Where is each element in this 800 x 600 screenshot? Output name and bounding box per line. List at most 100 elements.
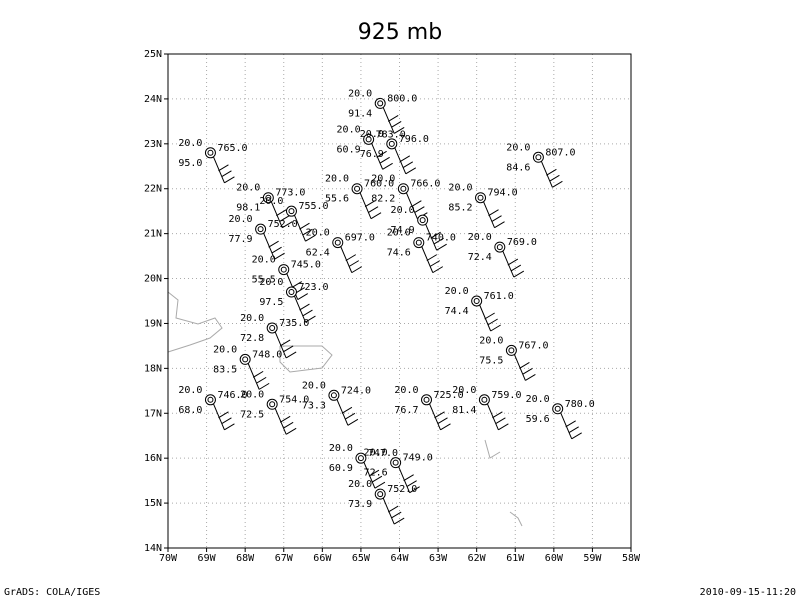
station-marker-inner (207, 396, 214, 403)
station-marker-inner (535, 154, 542, 161)
humidity: 83.5 (213, 364, 237, 375)
temperature: 20.0 (329, 443, 353, 454)
station-marker (417, 214, 429, 226)
height: 745.0 (291, 260, 321, 271)
station-marker (204, 394, 216, 406)
station-marker (532, 151, 544, 163)
station-marker (421, 394, 433, 406)
height: 796.0 (399, 134, 429, 145)
temperature: 20.0 (387, 228, 411, 239)
x-tick-label: 66W (313, 553, 332, 564)
y-tick-label: 18N (144, 363, 162, 374)
temperature: 20.0 (325, 174, 349, 185)
humidity: 95.0 (178, 158, 202, 169)
coast (509, 511, 523, 527)
y-tick-label: 21N (144, 229, 162, 240)
wind-barb (394, 147, 417, 175)
height: 748.0 (252, 349, 282, 360)
humidity: 72.4 (468, 252, 492, 263)
station-marker (552, 403, 564, 415)
height: 725.0 (434, 390, 464, 401)
station-marker-inner (473, 298, 480, 304)
temperature: 20.0 (337, 124, 361, 135)
x-tick-label: 65W (352, 553, 371, 564)
height: 754.0 (279, 394, 309, 405)
x-tick-label: 70W (159, 553, 178, 564)
station-marker (262, 192, 274, 204)
station-marker-inner (288, 208, 295, 215)
y-tick-label: 19N (144, 318, 162, 329)
station-marker (351, 183, 363, 195)
x-tick-label: 62W (468, 553, 487, 564)
station-marker-inner (334, 239, 341, 246)
station-marker-inner (280, 266, 287, 273)
station-marker (239, 353, 251, 365)
wind-barb (429, 403, 451, 431)
temperature: 20.0 (240, 389, 264, 400)
station-marker-inner (354, 185, 361, 192)
x-tick-label: 61W (506, 553, 525, 564)
station-marker (363, 133, 375, 145)
height: 724.0 (341, 385, 371, 396)
station-marker-inner (377, 491, 384, 498)
station-marker (478, 394, 490, 406)
humidity: 55.6 (325, 194, 349, 205)
humidity: 74.4 (445, 306, 469, 317)
y-tick-label: 25N (144, 49, 162, 60)
temperature: 20.0 (302, 380, 326, 391)
temperature: 20.0 (229, 214, 253, 225)
x-tick-label: 67W (275, 553, 294, 564)
height: 746.0 (217, 390, 247, 401)
station-marker-inner (265, 194, 272, 201)
x-tick-label: 68W (236, 553, 255, 564)
wind-barb (483, 201, 505, 229)
station-marker-inner (481, 396, 488, 403)
temperature: 20.0 (306, 228, 330, 239)
station-marker-inner (330, 392, 337, 399)
station-marker-inner (365, 136, 372, 143)
y-tick-label: 16N (144, 453, 162, 464)
station-marker-inner (269, 324, 276, 331)
y-tick-label: 17N (144, 408, 162, 419)
wind-barb (560, 412, 582, 440)
wind-barb (263, 232, 285, 260)
station-marker-inner (508, 347, 515, 354)
title: 925 mb (358, 20, 442, 45)
wind-barb (340, 246, 363, 274)
temperature: 20.0 (240, 313, 264, 324)
wind-barb (382, 107, 405, 134)
y-tick-label: 22N (144, 184, 162, 195)
height: 755.0 (298, 201, 328, 212)
station-marker-inner (477, 194, 484, 201)
humidity: 62.4 (306, 248, 330, 259)
y-tick-label: 14N (144, 543, 162, 554)
wind-barb (382, 497, 405, 525)
humidity: 98.1 (236, 203, 260, 214)
grid: 70W 69W 68W 67W 66W 65W 64W 63W 62W 61W 60W 59W 58W 1… (144, 49, 641, 564)
height: 769.0 (507, 237, 537, 248)
coast (167, 291, 223, 353)
station-marker-inner (415, 239, 422, 246)
height: 765.0 (217, 143, 247, 154)
y-tick-label: 15N (144, 498, 162, 509)
station-marker-inner (242, 356, 249, 363)
y-tick-label: 24N (144, 94, 162, 105)
footer-left: GrADS: COLA/IGES (4, 587, 100, 598)
wind-barb (371, 143, 393, 170)
height: 752.0 (268, 219, 298, 230)
station-marker-inner (419, 217, 426, 224)
height: 697.0 (345, 233, 375, 244)
humidity: 60.9 (329, 463, 353, 474)
y-tick-label: 23N (144, 139, 162, 150)
wind-barb (247, 363, 270, 390)
station-marker (471, 295, 483, 307)
station-marker-inner (207, 149, 214, 156)
height: 760.0 (364, 179, 394, 190)
wind-barb (212, 403, 235, 431)
coast (484, 439, 501, 459)
wind-barb (363, 461, 386, 489)
temperature: 20.0 (371, 174, 395, 185)
humidity: 82.2 (371, 194, 395, 205)
humidity: 73.3 (302, 400, 326, 411)
